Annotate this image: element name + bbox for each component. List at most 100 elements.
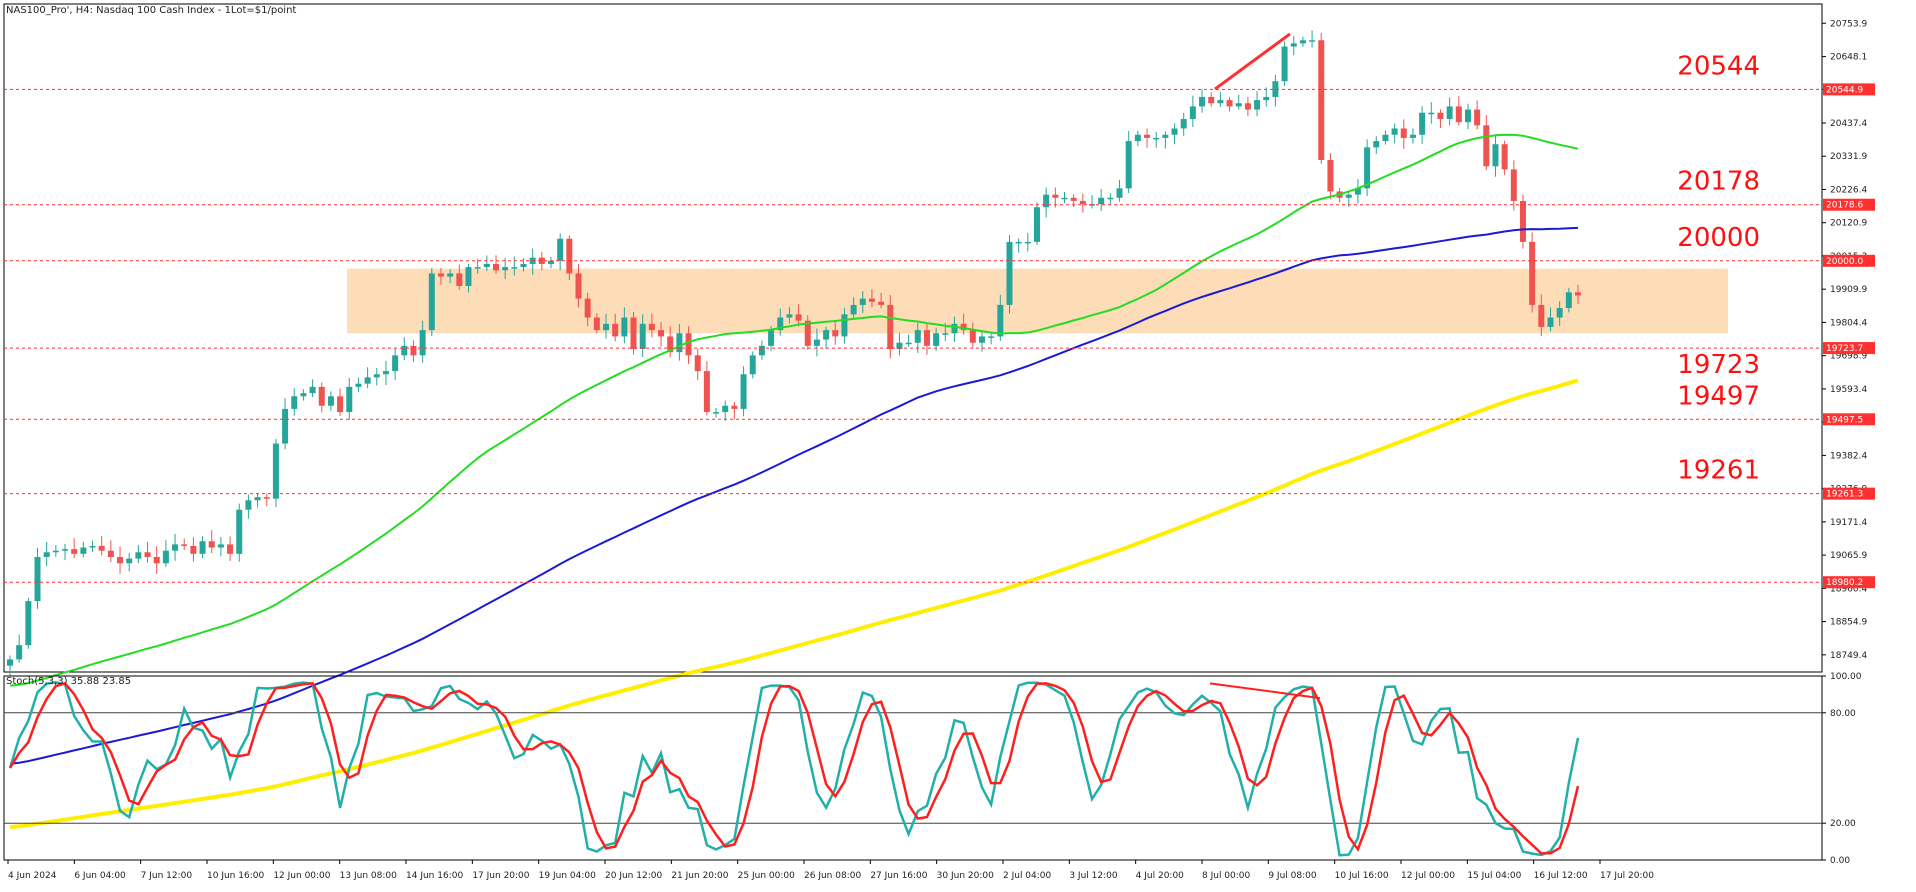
candle-body bbox=[135, 552, 142, 559]
candle-body bbox=[914, 330, 921, 343]
candle-body bbox=[850, 304, 857, 315]
candle-body bbox=[933, 333, 940, 346]
candle-body bbox=[1556, 308, 1563, 318]
ma-fast-line bbox=[9, 133, 1579, 687]
price-panel: 20753.920648.120544.020437.420331.920226… bbox=[3, 3, 1875, 830]
candle-body bbox=[713, 412, 720, 414]
level-tag bbox=[1823, 576, 1875, 589]
candle-body bbox=[1125, 141, 1132, 189]
time-tick-label: 27 Jun 16:00 bbox=[870, 871, 927, 881]
candle-body bbox=[1235, 103, 1242, 107]
candle-body bbox=[1226, 100, 1233, 107]
candle-body bbox=[1565, 292, 1572, 309]
candle-body bbox=[768, 330, 775, 346]
candle-body bbox=[988, 336, 995, 338]
level-tag bbox=[1823, 254, 1875, 267]
candle-body bbox=[71, 549, 78, 554]
candle-body bbox=[208, 541, 215, 548]
stoch-tick-label: 100.00 bbox=[1830, 672, 1862, 682]
candle-body bbox=[603, 323, 610, 331]
price-tick-label: 19065.9 bbox=[1830, 551, 1867, 561]
level-tag-text: 20544.9 bbox=[1826, 85, 1863, 95]
time-tick-label: 9 Jul 08:00 bbox=[1268, 871, 1317, 881]
level-tag-text: 20178.6 bbox=[1826, 201, 1863, 211]
time-tick-label: 4 Jun 2024 bbox=[8, 871, 57, 881]
candle-body bbox=[758, 345, 765, 356]
time-tick-label: 19 Jun 04:00 bbox=[539, 871, 596, 881]
candle-body bbox=[254, 497, 261, 501]
candle-body bbox=[309, 386, 316, 394]
candle-body bbox=[1290, 43, 1297, 47]
candle-body bbox=[1116, 188, 1123, 198]
time-tick-label: 21 Jun 20:00 bbox=[671, 871, 728, 881]
candle-body bbox=[355, 383, 362, 387]
candle-body bbox=[648, 323, 655, 331]
candle-body bbox=[1272, 81, 1279, 97]
candle-body bbox=[1391, 128, 1398, 135]
candle-body bbox=[34, 556, 41, 602]
candle-body bbox=[694, 355, 701, 372]
candle-body bbox=[153, 556, 160, 564]
candle-body bbox=[1079, 200, 1086, 205]
candle-body bbox=[126, 558, 133, 564]
candle-body bbox=[272, 443, 279, 499]
candle-body bbox=[749, 355, 756, 375]
candle-body bbox=[575, 273, 582, 299]
candle-body bbox=[1373, 141, 1380, 148]
candle-body bbox=[43, 552, 50, 557]
candle-body bbox=[483, 263, 490, 268]
candle-body bbox=[337, 396, 344, 413]
symbol-title: NAS100_Pro', H4: Nasdaq 100 Cash Index -… bbox=[6, 5, 296, 16]
candle-body bbox=[1208, 96, 1215, 104]
ma-mid-line bbox=[9, 226, 1579, 765]
candle-body bbox=[1309, 40, 1316, 42]
time-tick-label: 7 Jun 12:00 bbox=[141, 871, 193, 881]
time-tick-label: 10 Jun 16:00 bbox=[207, 871, 264, 881]
candle-body bbox=[1382, 134, 1389, 142]
candle-body bbox=[896, 342, 903, 350]
candle-body bbox=[80, 547, 87, 554]
candle-body bbox=[1474, 109, 1481, 126]
price-tick-label: 19171.4 bbox=[1830, 518, 1867, 528]
candle-body bbox=[1171, 128, 1178, 135]
candle-body bbox=[1409, 134, 1416, 138]
time-tick-label: 8 Jul 00:00 bbox=[1202, 871, 1251, 881]
candle-body bbox=[1244, 103, 1251, 110]
price-tick-label: 19698.9 bbox=[1830, 352, 1867, 362]
candle-body bbox=[1501, 144, 1508, 170]
stoch-tick-label: 0.00 bbox=[1830, 856, 1850, 866]
candle-body bbox=[1107, 197, 1114, 200]
candle-body bbox=[1483, 125, 1490, 167]
candle-body bbox=[245, 500, 252, 510]
level-tag-text: 19497.5 bbox=[1826, 415, 1863, 425]
candle-body bbox=[291, 396, 298, 409]
candle-body bbox=[1024, 241, 1031, 244]
price-tick-label: 19593.4 bbox=[1830, 385, 1867, 395]
candle-body bbox=[1254, 100, 1261, 110]
candle-body bbox=[1144, 134, 1151, 138]
candle-body bbox=[465, 267, 472, 287]
candle-body bbox=[1217, 100, 1224, 104]
time-tick-label: 20 Jun 12:00 bbox=[605, 871, 662, 881]
time-tick-label: 3 Jul 12:00 bbox=[1069, 871, 1118, 881]
candle-body bbox=[1529, 241, 1536, 305]
candle-body bbox=[474, 267, 481, 269]
candle-body bbox=[410, 345, 417, 356]
candle-body bbox=[1189, 106, 1196, 120]
candle-body bbox=[107, 550, 114, 557]
candle-body bbox=[511, 267, 518, 269]
candle-body bbox=[951, 323, 958, 334]
level-label: 20178 bbox=[1677, 167, 1760, 197]
time-tick-label: 12 Jun 00:00 bbox=[273, 871, 330, 881]
candle-body bbox=[1006, 241, 1013, 305]
candle-body bbox=[1061, 197, 1068, 200]
candle-body bbox=[685, 333, 692, 356]
candle-body bbox=[584, 298, 591, 318]
candle-body bbox=[217, 544, 224, 548]
candle-body bbox=[1400, 128, 1407, 138]
candle-body bbox=[1153, 137, 1160, 140]
level-tag-text: 20000.0 bbox=[1826, 257, 1863, 267]
level-tag-text: 19723.7 bbox=[1826, 344, 1863, 354]
candle-body bbox=[548, 260, 555, 264]
